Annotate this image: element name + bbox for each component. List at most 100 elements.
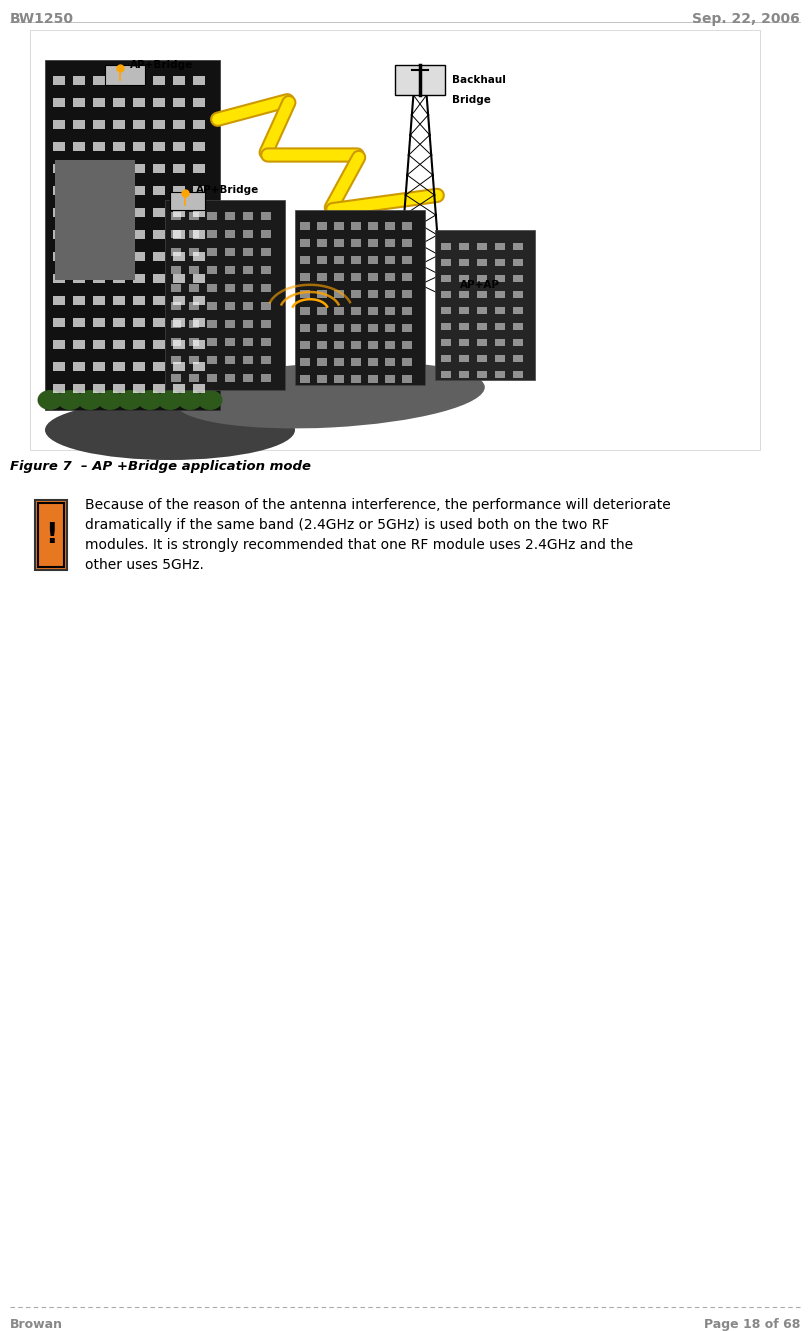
Bar <box>207 284 217 291</box>
Bar <box>243 230 253 238</box>
Bar <box>225 319 235 327</box>
Bar <box>495 323 505 330</box>
Bar <box>133 339 145 349</box>
Bar <box>385 240 395 248</box>
Bar <box>133 186 145 196</box>
Bar <box>133 76 145 85</box>
Bar <box>53 230 65 240</box>
Bar <box>368 256 378 264</box>
Bar <box>133 318 145 327</box>
Bar <box>261 230 271 238</box>
Bar <box>402 256 412 264</box>
Bar <box>441 355 451 362</box>
Bar <box>207 302 217 310</box>
Bar <box>513 339 523 346</box>
Bar <box>193 339 205 349</box>
Bar <box>385 341 395 349</box>
Bar <box>171 284 181 291</box>
Bar <box>300 323 310 331</box>
Bar <box>495 355 505 362</box>
Bar <box>53 295 65 305</box>
Bar <box>317 273 327 281</box>
Bar <box>173 339 185 349</box>
Bar <box>395 65 445 95</box>
Bar <box>171 319 181 327</box>
Text: AP+Bridge: AP+Bridge <box>130 60 194 71</box>
Bar <box>153 76 165 85</box>
Bar <box>207 212 217 220</box>
Bar <box>173 164 185 173</box>
Bar <box>171 230 181 238</box>
Bar <box>189 248 199 256</box>
Bar <box>477 371 487 378</box>
Bar <box>73 274 85 284</box>
Text: other uses 5GHz.: other uses 5GHz. <box>85 558 204 572</box>
Bar <box>385 358 395 366</box>
Bar <box>153 252 165 261</box>
Bar <box>45 60 220 410</box>
Bar <box>402 375 412 383</box>
Bar <box>189 319 199 327</box>
Bar <box>193 230 205 240</box>
Bar <box>334 240 344 248</box>
Bar <box>93 98 105 106</box>
Bar <box>113 385 125 393</box>
Bar <box>207 355 217 363</box>
Bar <box>495 244 505 250</box>
Bar <box>189 338 199 346</box>
Bar <box>368 290 378 298</box>
Bar <box>133 164 145 173</box>
Bar <box>193 252 205 261</box>
Bar <box>459 355 469 362</box>
Bar <box>73 318 85 327</box>
Bar <box>53 385 65 393</box>
Bar <box>459 260 469 266</box>
Bar <box>334 290 344 298</box>
Bar <box>385 222 395 230</box>
Bar <box>133 208 145 217</box>
Bar <box>368 375 378 383</box>
Bar <box>173 142 185 150</box>
Text: AP+AP: AP+AP <box>460 280 500 290</box>
Bar <box>193 208 205 217</box>
Bar <box>93 142 105 150</box>
Bar <box>477 307 487 314</box>
Bar <box>113 318 125 327</box>
Bar <box>317 240 327 248</box>
Bar <box>513 355 523 362</box>
Bar <box>171 338 181 346</box>
Bar <box>351 358 361 366</box>
Bar <box>477 355 487 362</box>
Bar <box>93 385 105 393</box>
Bar <box>385 375 395 383</box>
Bar <box>441 291 451 298</box>
Bar <box>171 266 181 274</box>
Text: Page 18 of 68: Page 18 of 68 <box>704 1318 800 1331</box>
Bar <box>334 307 344 315</box>
Bar <box>495 307 505 314</box>
Bar <box>261 374 271 382</box>
Bar <box>93 318 105 327</box>
Bar <box>113 362 125 371</box>
Bar <box>477 323 487 330</box>
Bar <box>171 355 181 363</box>
Bar <box>189 302 199 310</box>
Bar <box>495 276 505 282</box>
Ellipse shape <box>198 390 223 410</box>
Bar <box>207 338 217 346</box>
Bar <box>225 374 235 382</box>
Bar <box>351 341 361 349</box>
Bar <box>495 291 505 298</box>
Bar <box>513 323 523 330</box>
Bar <box>53 274 65 284</box>
Bar <box>225 230 235 238</box>
Bar <box>513 291 523 298</box>
Bar <box>193 385 205 393</box>
Bar <box>402 222 412 230</box>
Bar <box>38 503 64 567</box>
Bar <box>334 375 344 383</box>
Bar <box>402 290 412 298</box>
Bar <box>173 186 185 196</box>
Bar <box>133 252 145 261</box>
Bar <box>513 276 523 282</box>
